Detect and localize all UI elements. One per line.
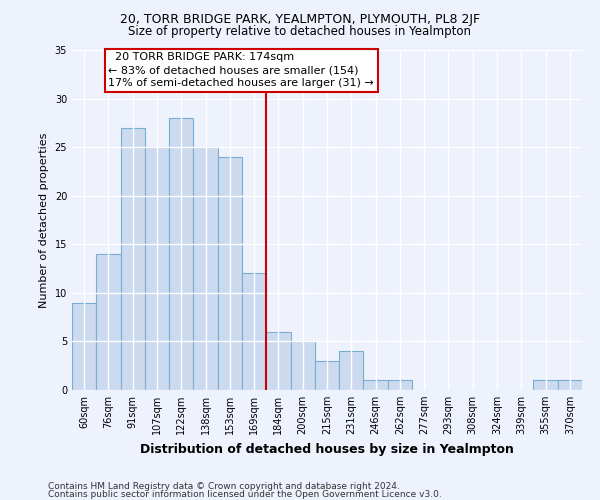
Bar [364,380,388,390]
Bar [169,118,193,390]
Bar [72,302,96,390]
Bar [533,380,558,390]
Bar [315,361,339,390]
Text: Size of property relative to detached houses in Yealmpton: Size of property relative to detached ho… [128,25,472,38]
Bar [242,274,266,390]
Y-axis label: Number of detached properties: Number of detached properties [39,132,49,308]
Bar [193,147,218,390]
Text: 20, TORR BRIDGE PARK, YEALMPTON, PLYMOUTH, PL8 2JF: 20, TORR BRIDGE PARK, YEALMPTON, PLYMOUT… [120,12,480,26]
Text: Contains public sector information licensed under the Open Government Licence v3: Contains public sector information licen… [48,490,442,499]
X-axis label: Distribution of detached houses by size in Yealmpton: Distribution of detached houses by size … [140,442,514,456]
Bar [121,128,145,390]
Bar [96,254,121,390]
Bar [266,332,290,390]
Bar [339,351,364,390]
Bar [218,157,242,390]
Bar [388,380,412,390]
Bar [145,147,169,390]
Text: Contains HM Land Registry data © Crown copyright and database right 2024.: Contains HM Land Registry data © Crown c… [48,482,400,491]
Bar [558,380,582,390]
Bar [290,342,315,390]
Text: 20 TORR BRIDGE PARK: 174sqm
← 83% of detached houses are smaller (154)
17% of se: 20 TORR BRIDGE PARK: 174sqm ← 83% of det… [109,52,374,88]
